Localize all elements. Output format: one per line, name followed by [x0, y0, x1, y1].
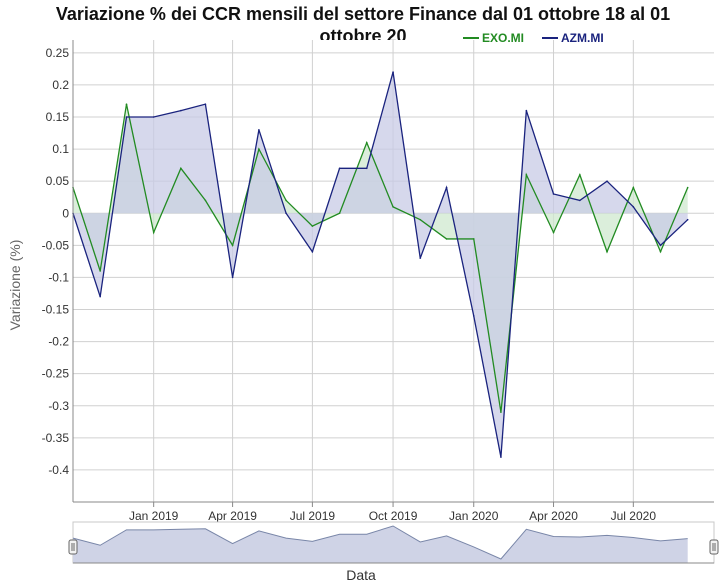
data-point [632, 186, 635, 189]
data-point [419, 218, 422, 221]
data-point [125, 103, 128, 105]
data-point [445, 238, 448, 240]
legend-label: EXO.MI [482, 31, 524, 45]
x-tick-label: Jul 2019 [290, 509, 336, 523]
data-point [686, 218, 689, 221]
data-point [258, 129, 260, 131]
data-point [525, 173, 528, 176]
y-tick-label: -0.25 [42, 367, 70, 381]
data-point [606, 250, 608, 253]
data-point [285, 199, 287, 202]
legend-label: AZM.MI [561, 31, 604, 45]
y-tick-label: -0.3 [48, 399, 69, 413]
y-tick-label: 0.2 [52, 78, 69, 92]
data-point [365, 141, 368, 144]
data-point [392, 71, 394, 73]
data-point [525, 109, 528, 112]
data-point [338, 212, 341, 215]
data-point [152, 116, 155, 118]
data-point [606, 180, 608, 182]
series-lines [72, 71, 689, 458]
data-point [686, 186, 689, 189]
data-point [311, 225, 314, 227]
x-axis-label: Data [346, 567, 376, 583]
data-point [552, 193, 555, 195]
y-tick-label: -0.05 [42, 238, 70, 252]
y-tick-label: 0 [62, 206, 69, 220]
data-point [579, 173, 581, 176]
data-point [125, 116, 128, 118]
navigator-area [73, 526, 688, 563]
navigator[interactable] [68, 521, 719, 564]
y-tick-label: -0.15 [42, 303, 70, 317]
data-point [180, 167, 182, 170]
data-point [311, 250, 314, 253]
x-tick-label: Oct 2019 [369, 509, 418, 523]
data-point [99, 270, 101, 272]
x-tick-label: Apr 2020 [529, 509, 578, 523]
y-tick-label: 0.1 [52, 142, 69, 156]
data-point [632, 206, 635, 208]
series-area-azm-mi [73, 72, 688, 458]
y-tick-label: 0.25 [46, 46, 70, 60]
data-point [99, 295, 101, 298]
y-tick-label: -0.4 [48, 463, 69, 477]
data-point [472, 238, 475, 240]
data-point [365, 167, 368, 170]
navigator-handle-left[interactable] [68, 539, 78, 555]
legend[interactable]: EXO.MI AZM.MI [463, 31, 604, 45]
data-point [258, 148, 260, 150]
data-point [152, 231, 155, 234]
x-tick-label: Jul 2020 [611, 509, 657, 523]
data-point [500, 411, 502, 413]
data-point [285, 212, 287, 215]
series-line-exo-mi [72, 104, 689, 413]
x-tick-label: Apr 2019 [208, 509, 257, 523]
series-line-azm-mi [72, 71, 689, 458]
chart-title-line-1: Variazione % dei CCR mensili del settore… [55, 4, 671, 24]
data-point [204, 199, 207, 202]
series-areas [73, 72, 688, 458]
data-point [204, 103, 207, 105]
navigator-handle-right[interactable] [709, 539, 719, 555]
y-tick-label: -0.2 [48, 335, 69, 349]
data-point [392, 206, 394, 208]
data-point [579, 199, 581, 202]
data-point [472, 315, 475, 317]
y-tick-label: -0.35 [42, 431, 70, 445]
data-point [231, 276, 234, 279]
data-point [419, 257, 422, 259]
y-tick-label: 0.15 [46, 110, 70, 124]
x-tick-label: Jan 2019 [129, 509, 179, 523]
data-point [180, 109, 182, 112]
data-point [231, 244, 234, 247]
y-tick-label: 0.05 [46, 174, 70, 188]
data-point [338, 167, 341, 170]
data-point [500, 456, 502, 458]
navigator-line [72, 525, 688, 560]
data-point [659, 250, 662, 253]
axes: 0.25 0.2 0.15 0.1 0.05 0 -0.05 -0.1 -0.15 -0.2 -0.… [42, 40, 714, 523]
x-tick-label: Jan 2020 [449, 509, 499, 523]
data-point [552, 231, 555, 234]
y-axis-label: Variazione (%) [7, 240, 23, 331]
data-point [659, 244, 662, 247]
y-tick-label: -0.1 [48, 270, 69, 284]
data-point [445, 186, 448, 189]
